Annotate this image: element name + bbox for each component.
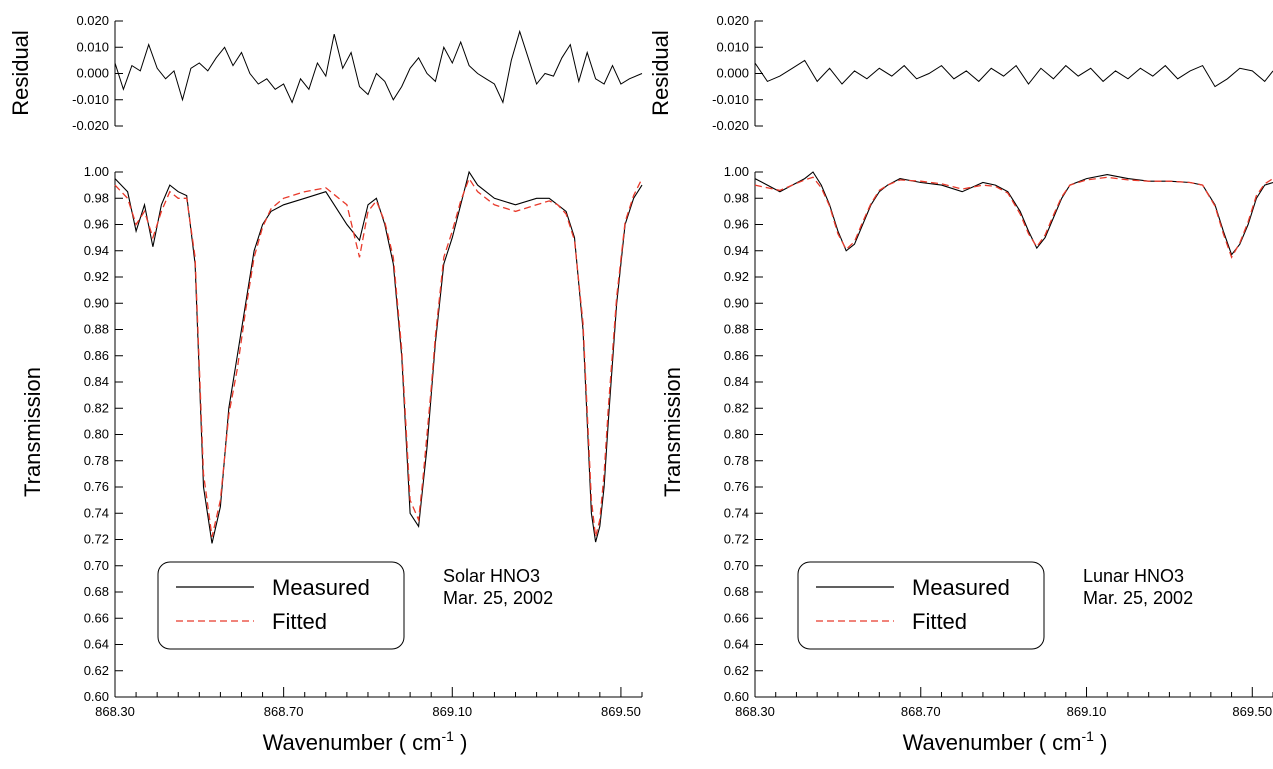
panel-right: -0.020 -0.010 0.000 0.010 0.020 Residual 0.60 0… — [648, 13, 1273, 755]
y-tick-label: 0.84 — [84, 374, 109, 389]
residual-y-tick-label: -0.020 — [72, 118, 109, 133]
legend-box — [157, 561, 405, 650]
y-tick-label: 0.88 — [84, 322, 109, 337]
y-tick-label: 0.78 — [84, 453, 109, 468]
y-tick-label: 0.86 — [84, 348, 109, 363]
residual-y-tick-label: 0.010 — [716, 39, 749, 54]
y-tick-label: 0.94 — [84, 243, 109, 258]
residual-y-tick-label: 0.010 — [76, 39, 109, 54]
y-tick-label: 0.94 — [724, 243, 749, 258]
x-tick-label: 869.10 — [432, 704, 472, 719]
y-tick-label: 0.98 — [724, 190, 749, 205]
y-tick-label: 0.72 — [84, 532, 109, 547]
legend-label-measured: Measured — [272, 575, 370, 600]
y-tick-label: 0.80 — [724, 427, 749, 442]
x-axis-title-unit: cm — [1052, 730, 1081, 755]
y-tick-label: 0.62 — [724, 663, 749, 678]
x-tick-label: 869.10 — [1067, 704, 1107, 719]
legend-box — [797, 561, 1045, 650]
y-tick-label: 1.00 — [724, 164, 749, 179]
series-fitted-line — [754, 176, 1273, 259]
x-axis-title-close-paren: ) — [454, 730, 467, 755]
residual-y-axis-title: Residual — [8, 30, 33, 116]
residual-line — [114, 29, 643, 105]
y-tick-label: 0.84 — [724, 374, 749, 389]
y-tick-label: 0.90 — [84, 295, 109, 310]
x-tick-label: 869.50 — [601, 704, 641, 719]
x-tick-label: 868.30 — [735, 704, 775, 719]
residual-y-tick-label: -0.020 — [712, 118, 749, 133]
x-axis-title-open-paren: ( — [1033, 730, 1053, 755]
x-tick-label: 868.70 — [264, 704, 304, 719]
y-tick-label: 0.70 — [724, 558, 749, 573]
residual-y-tick-label: 0.000 — [76, 66, 109, 81]
x-axis-title-text: Wavenumber — [263, 730, 393, 755]
y-axis-title: Transmission — [660, 367, 685, 497]
y-tick-label: 0.96 — [724, 217, 749, 232]
y-tick-label: 0.90 — [724, 295, 749, 310]
series-measured-line — [754, 171, 1273, 256]
y-tick-label: 0.66 — [724, 610, 749, 625]
y-tick-label: 0.66 — [84, 610, 109, 625]
annotation-line-1: Solar HNO3 — [443, 566, 540, 586]
y-tick-label: 0.64 — [84, 637, 109, 652]
x-axis-title-unit-sup: -1 — [442, 728, 455, 744]
residual-y-axis-title: Residual — [648, 30, 673, 116]
panel-left: -0.020 -0.010 0.000 0.010 0.020 Residual 0.60 0… — [8, 13, 643, 755]
y-tick-label: 0.62 — [84, 663, 109, 678]
legend-label-measured: Measured — [912, 575, 1010, 600]
y-tick-label: 0.80 — [84, 427, 109, 442]
y-tick-label: 0.98 — [84, 190, 109, 205]
residual-y-tick-label: 0.020 — [716, 13, 749, 28]
y-tick-label: 0.74 — [724, 505, 749, 520]
y-tick-label: 0.74 — [84, 505, 109, 520]
residual-y-tick-label: -0.010 — [712, 92, 749, 107]
x-axis-title-text: Wavenumber — [903, 730, 1033, 755]
y-tick-label: 0.82 — [724, 400, 749, 415]
y-tick-label: 0.70 — [84, 558, 109, 573]
y-tick-label: 0.76 — [84, 479, 109, 494]
y-tick-label: 0.60 — [84, 689, 109, 704]
x-axis-title-unit: cm — [412, 730, 441, 755]
residual-line — [754, 59, 1273, 88]
y-tick-label: 0.92 — [724, 269, 749, 284]
y-tick-label: 0.96 — [84, 217, 109, 232]
x-tick-label: 868.30 — [95, 704, 135, 719]
residual-y-tick-label: 0.000 — [716, 66, 749, 81]
series-measured-line — [114, 170, 643, 544]
x-axis-title-open-paren: ( — [393, 730, 413, 755]
y-tick-label: 0.68 — [84, 584, 109, 599]
y-tick-label: 0.68 — [724, 584, 749, 599]
annotation-line-2: Mar. 25, 2002 — [1083, 588, 1193, 608]
x-axis-title-close-paren: ) — [1094, 730, 1107, 755]
annotation-line-1: Lunar HNO3 — [1083, 566, 1184, 586]
y-tick-label: 1.00 — [84, 164, 109, 179]
legend-label-fitted: Fitted — [272, 609, 327, 634]
y-tick-label: 0.60 — [724, 689, 749, 704]
annotation-line-2: Mar. 25, 2002 — [443, 588, 553, 608]
x-tick-label: 868.70 — [901, 704, 941, 719]
y-tick-label: 0.82 — [84, 400, 109, 415]
y-axis-title: Transmission — [20, 367, 45, 497]
y-tick-label: 0.78 — [724, 453, 749, 468]
x-axis-title: Wavenumber ( cm-1 ) — [903, 728, 1108, 755]
y-tick-label: 0.92 — [84, 269, 109, 284]
x-tick-label: 869.50 — [1232, 704, 1272, 719]
y-tick-label: 0.76 — [724, 479, 749, 494]
residual-y-tick-label: 0.020 — [76, 13, 109, 28]
series-fitted-line — [114, 177, 643, 538]
residual-y-tick-label: -0.010 — [72, 92, 109, 107]
x-axis-title-unit-sup: -1 — [1082, 728, 1095, 744]
y-tick-label: 0.88 — [724, 322, 749, 337]
x-axis-title: Wavenumber ( cm-1 ) — [263, 728, 468, 755]
y-tick-label: 0.86 — [724, 348, 749, 363]
y-tick-label: 0.64 — [724, 637, 749, 652]
legend-label-fitted: Fitted — [912, 609, 967, 634]
y-tick-label: 0.72 — [724, 532, 749, 547]
